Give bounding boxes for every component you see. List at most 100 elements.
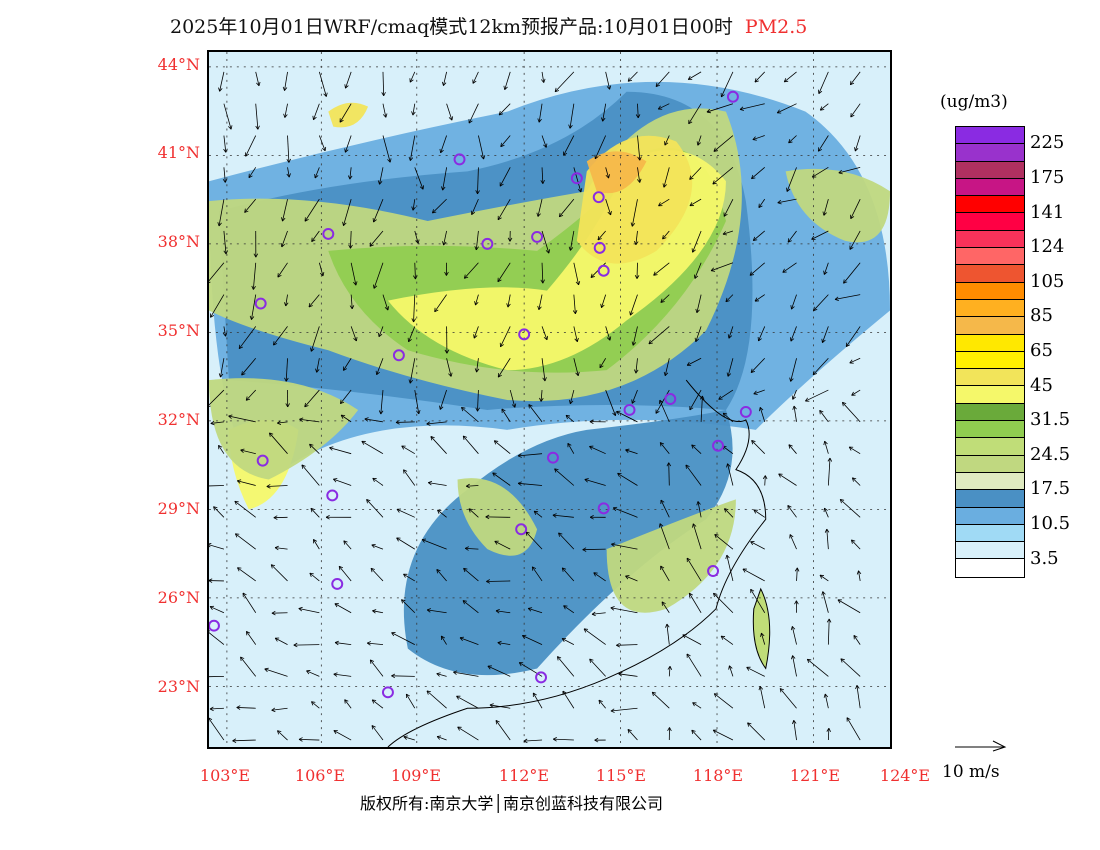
lon-label: 109°E <box>390 766 442 785</box>
wind-arrow-icon <box>637 167 642 183</box>
wind-arrow-icon <box>209 485 224 487</box>
lat-label: 32°N <box>157 410 200 429</box>
wind-arrow-icon <box>501 408 511 423</box>
wind-arrow-icon <box>280 230 288 248</box>
wind-arrow-icon <box>210 420 224 426</box>
lat-label: 29°N <box>157 499 200 518</box>
wind-arrow-icon <box>688 592 702 613</box>
wind-arrow-icon <box>333 730 352 741</box>
wind-arrow-icon <box>255 71 261 87</box>
wind-arrow-icon <box>468 103 479 124</box>
wind-arrow-icon <box>751 167 765 180</box>
wind-arrow-icon <box>782 262 797 273</box>
colorbar-label: 141 <box>1030 201 1065 223</box>
wind-arrow-icon <box>218 444 225 454</box>
wind-arrow-icon <box>819 410 829 423</box>
wind-arrow-icon <box>277 420 288 425</box>
lon-label: 112°E <box>498 766 550 785</box>
wind-arrow-icon <box>625 575 638 582</box>
wind-arrow-icon <box>651 691 670 709</box>
wind-arrow-icon <box>245 135 257 157</box>
wind-arrow-icon <box>758 198 766 208</box>
wind-arrow-icon <box>457 726 479 741</box>
wind-arrow-icon <box>407 326 416 343</box>
wind-arrow-icon <box>339 389 352 405</box>
wind-arrow-icon <box>478 135 486 160</box>
wind-arrow-icon <box>565 414 575 423</box>
wind-arrow-icon <box>823 693 829 709</box>
wind-arrow-icon <box>849 71 861 86</box>
wind-arrow-icon <box>659 399 670 423</box>
wind-arrow-icon <box>616 642 638 648</box>
wind-arrow-icon <box>318 262 325 277</box>
wind-arrow-icon <box>713 135 734 152</box>
wind-arrow-icon <box>270 564 288 582</box>
wind-arrow-icon <box>655 71 670 87</box>
wind-arrow-icon <box>210 294 225 318</box>
wind-arrow-icon <box>286 135 291 163</box>
wind-arrow-icon <box>665 623 670 645</box>
wind-arrow-icon <box>811 166 829 178</box>
wind-arrow-icon <box>301 464 320 486</box>
wind-arrow-icon <box>605 199 612 216</box>
wind-arrow-icon <box>499 167 511 187</box>
wind-arrow-icon <box>682 634 702 645</box>
wind-arrow-icon <box>222 167 228 183</box>
wind-arrow-icon <box>343 540 352 550</box>
wind-arrow-icon <box>495 719 511 741</box>
wind-arrow-icon <box>817 135 829 152</box>
city-marker-icon <box>535 671 548 684</box>
wind-arrow-icon <box>611 542 638 550</box>
wind-arrow-icon <box>344 71 352 89</box>
wind-arrow-icon <box>685 464 702 486</box>
wind-arrow-icon <box>218 71 225 92</box>
wind-arrow-icon <box>238 326 257 350</box>
wind-arrow-icon <box>582 547 606 552</box>
wind-arrow-icon <box>839 499 861 518</box>
colorbar-bin <box>956 403 1024 422</box>
wind-arrow-icon <box>236 479 256 486</box>
wind-arrow-icon <box>823 440 829 454</box>
wind-arrow-icon <box>466 483 479 489</box>
colorbar-bin <box>956 127 1024 145</box>
wind-arrow-icon <box>395 420 415 425</box>
wind-arrow-icon <box>446 358 453 377</box>
colorbar-bin <box>956 507 1024 525</box>
wind-arrow-icon <box>561 637 575 645</box>
wind-arrow-icon <box>413 262 418 280</box>
wind-arrow-icon <box>616 410 638 423</box>
wind-arrow-icon <box>752 230 765 241</box>
taiwan-island <box>752 587 771 670</box>
colorbar-bin <box>956 265 1024 283</box>
wind-arrow-icon <box>841 401 861 423</box>
colorbar-bin <box>956 213 1024 231</box>
lon-label: 124°E <box>879 766 931 785</box>
wind-arrow-icon <box>605 389 617 416</box>
wind-arrow-icon <box>338 565 352 582</box>
wind-arrow-icon <box>401 445 415 455</box>
wind-arrow-icon <box>277 262 288 278</box>
wind-arrow-icon <box>837 599 861 614</box>
wind-arrow-icon <box>371 543 384 550</box>
wind-arrow-icon <box>242 592 257 613</box>
wind-arrow-icon <box>790 655 797 677</box>
wind-arrow-icon <box>826 618 832 645</box>
wind-arrow-icon <box>558 198 575 218</box>
wind-arrow-icon <box>751 440 766 454</box>
wind-arrow-icon <box>696 501 702 518</box>
city-marker-icon <box>392 349 405 362</box>
wind-arrow-icon <box>789 326 797 342</box>
wind-arrow-icon <box>333 672 352 677</box>
wind-arrow-icon <box>209 543 225 550</box>
wind-arrow-icon <box>806 658 829 677</box>
city-marker-icon <box>531 230 544 243</box>
wind-arrow-icon <box>499 326 511 348</box>
wind-arrow-icon <box>537 103 543 123</box>
wind-arrow-icon <box>234 500 256 518</box>
lat-label: 38°N <box>157 232 200 251</box>
wind-arrow-icon <box>340 414 352 423</box>
wind-arrow-icon <box>495 608 511 614</box>
wind-arrow-icon <box>567 442 575 454</box>
wind-arrow-icon <box>372 199 384 223</box>
wind-arrow-icon <box>850 198 861 220</box>
